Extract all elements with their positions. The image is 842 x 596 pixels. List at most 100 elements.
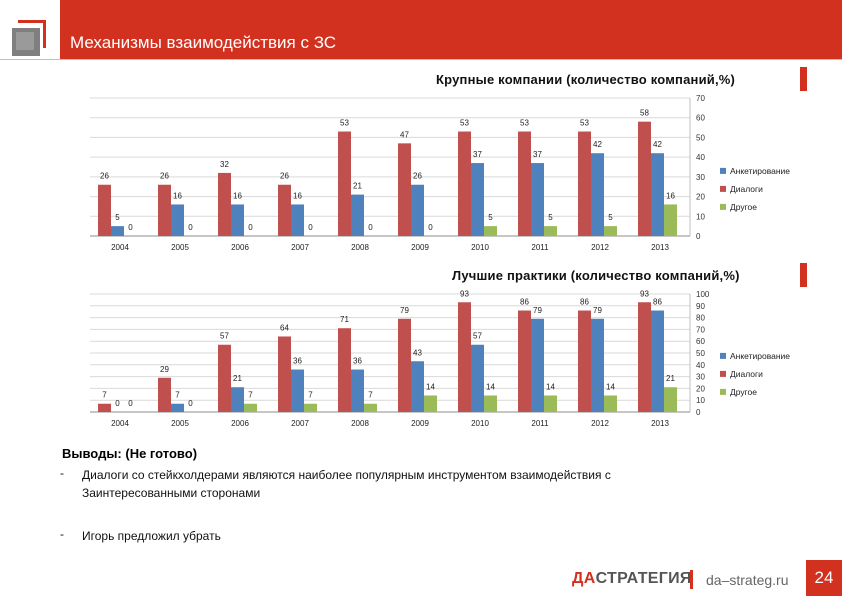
data-label: 0: [308, 223, 313, 232]
data-label: 7: [248, 391, 253, 400]
bar-0: [231, 204, 244, 236]
data-label: 5: [115, 213, 120, 222]
y-tick-label: 20: [696, 384, 705, 393]
legend-swatch: [720, 167, 726, 174]
bar-2: [484, 226, 497, 236]
logo-corner-icon: [18, 20, 46, 48]
x-tick-label: 2006: [231, 419, 249, 428]
x-tick-label: 2013: [651, 243, 669, 252]
bar-0: [351, 194, 364, 236]
data-label: 21: [233, 374, 242, 383]
data-label: 16: [293, 191, 302, 200]
x-tick-label: 2006: [231, 243, 249, 252]
bar-1: [518, 131, 531, 236]
bar-2: [604, 226, 617, 236]
data-label: 86: [653, 298, 662, 307]
brand-logo: ДАСТРАТЕГИЯ: [572, 570, 692, 588]
legend-swatch: [720, 203, 726, 210]
data-label: 14: [546, 382, 555, 391]
legend-label: Диалоги: [730, 184, 763, 194]
bullet-marker: -: [60, 466, 64, 480]
brand-prefix: ДА: [572, 570, 596, 587]
data-label: 26: [280, 172, 289, 181]
footer-site[interactable]: da–strateg.ru: [706, 572, 789, 588]
data-label: 14: [606, 382, 615, 391]
header-divider: [0, 59, 842, 60]
data-label: 16: [173, 191, 182, 200]
legend-label: Анкетирование: [730, 351, 790, 361]
data-label: 86: [580, 298, 589, 307]
data-label: 93: [460, 289, 469, 298]
bar-2: [544, 395, 557, 412]
legend-swatch: [720, 388, 726, 395]
x-tick-label: 2012: [591, 243, 609, 252]
data-label: 53: [520, 119, 529, 128]
header-bar: [60, 0, 842, 59]
x-tick-label: 2008: [351, 419, 369, 428]
data-label: 7: [102, 391, 107, 400]
bar-1: [218, 172, 231, 236]
data-label: 37: [533, 150, 542, 159]
bar-1: [578, 131, 591, 236]
data-label: 29: [160, 365, 169, 374]
bar-2: [304, 403, 317, 412]
data-label: 0: [128, 223, 133, 232]
data-label: 21: [353, 182, 362, 191]
data-label: 36: [353, 357, 362, 366]
legend-swatch: [720, 185, 726, 192]
data-label: 57: [473, 332, 482, 341]
chart2-title: Лучшие практики (количество компаний,%): [452, 268, 740, 283]
bar-0: [291, 204, 304, 236]
data-label: 14: [426, 382, 435, 391]
y-tick-label: 100: [696, 290, 710, 299]
legend-swatch: [720, 352, 726, 359]
x-tick-label: 2004: [111, 243, 129, 252]
data-label: 7: [175, 391, 180, 400]
data-label: 26: [413, 172, 422, 181]
data-label: 64: [280, 323, 289, 332]
y-tick-label: 50: [696, 349, 705, 358]
data-label: 5: [488, 213, 493, 222]
data-label: 5: [608, 213, 613, 222]
bar-1: [638, 302, 651, 412]
bar-1: [338, 328, 351, 412]
x-tick-label: 2009: [411, 419, 429, 428]
data-label: 0: [128, 399, 133, 408]
bar-0: [231, 387, 244, 412]
data-label: 26: [100, 172, 109, 181]
y-tick-label: 10: [696, 396, 705, 405]
footer-separator: [690, 570, 693, 589]
data-label: 16: [666, 191, 675, 200]
conclusion-item: Игорь предложил убрать: [82, 529, 221, 543]
bar-1: [638, 121, 651, 236]
bar-1: [578, 310, 591, 412]
data-label: 86: [520, 298, 529, 307]
legend-swatch: [720, 370, 726, 377]
x-tick-label: 2010: [471, 243, 489, 252]
data-label: 0: [248, 223, 253, 232]
bar-1: [518, 310, 531, 412]
bar-0: [351, 369, 364, 412]
bar-1: [218, 344, 231, 412]
y-tick-label: 30: [696, 373, 705, 382]
bar-0: [591, 318, 604, 412]
data-label: 47: [400, 130, 409, 139]
bar-0: [171, 403, 184, 412]
y-tick-label: 0: [696, 232, 701, 241]
data-label: 58: [640, 109, 649, 118]
y-tick-label: 70: [696, 94, 705, 103]
y-tick-label: 40: [696, 153, 705, 162]
bar-2: [424, 395, 437, 412]
y-tick-label: 60: [696, 337, 705, 346]
bar-1: [458, 302, 471, 412]
x-tick-label: 2007: [291, 419, 309, 428]
y-tick-label: 50: [696, 133, 705, 142]
brand-rest: СТРАТЕГИЯ: [595, 570, 692, 587]
bar-1: [158, 184, 171, 236]
x-tick-label: 2009: [411, 243, 429, 252]
bar-0: [411, 361, 424, 412]
bar-2: [544, 226, 557, 236]
bar-1: [338, 131, 351, 236]
chart2-title-accent: [800, 263, 807, 287]
